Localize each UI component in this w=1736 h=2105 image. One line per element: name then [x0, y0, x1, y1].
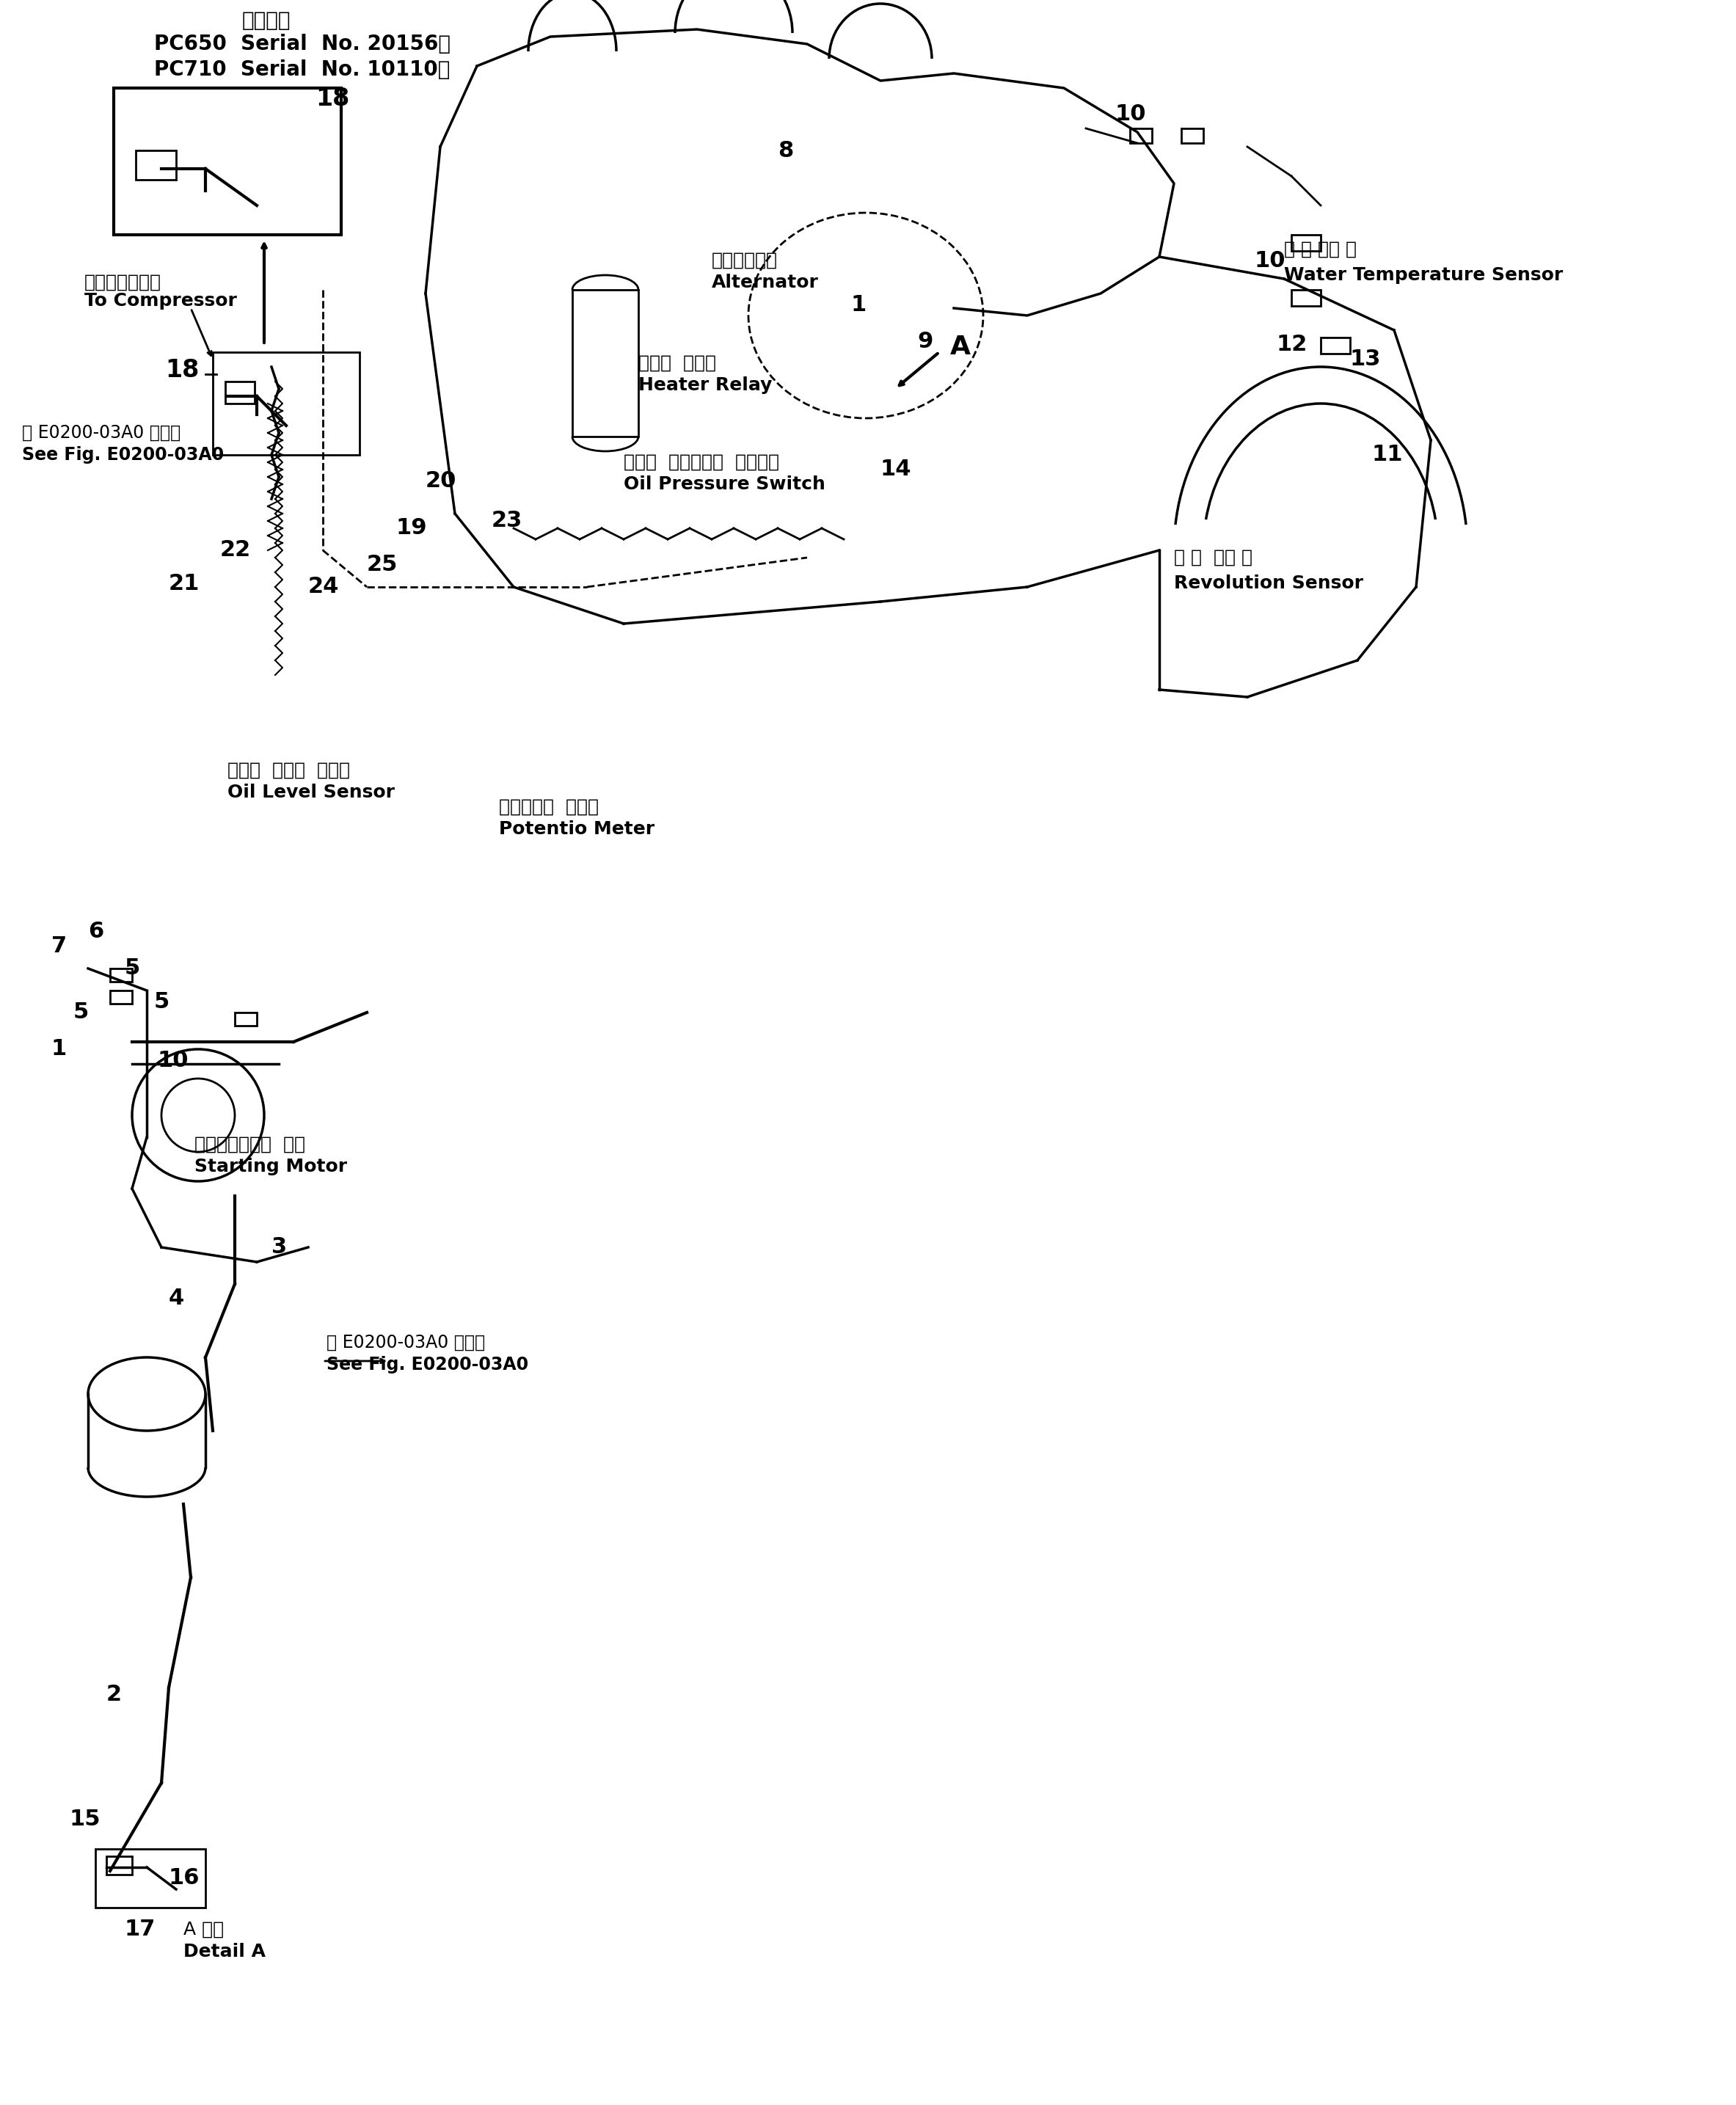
Text: オイル  プレッシャ  スイッチ: オイル プレッシャ スイッチ [623, 453, 779, 472]
Bar [1292, 236, 1321, 250]
Text: 13: 13 [1351, 349, 1382, 370]
Text: ヒータ  リレー: ヒータ リレー [639, 354, 717, 373]
Text: Alternator: Alternator [712, 274, 819, 290]
Text: 5: 5 [125, 958, 141, 979]
Text: A: A [950, 335, 970, 360]
Text: スターティング  モタ: スターティング モタ [194, 1137, 306, 1154]
Text: See Fig. E0200-03A0: See Fig. E0200-03A0 [23, 446, 224, 463]
Text: オルタネータ: オルタネータ [712, 253, 778, 269]
Bar [115, 88, 342, 236]
Text: 7: 7 [52, 937, 68, 958]
Text: 1: 1 [851, 295, 866, 316]
Text: 第 E0200-03A0 図参照: 第 E0200-03A0 図参照 [326, 1335, 484, 1351]
Bar [1321, 337, 1351, 354]
Text: 24: 24 [309, 577, 339, 598]
Text: 18: 18 [165, 358, 200, 383]
Text: 25: 25 [366, 554, 398, 575]
Text: 21: 21 [168, 573, 200, 594]
Text: 11: 11 [1371, 444, 1403, 465]
Text: 適用号機: 適用号機 [241, 11, 292, 32]
Text: 17: 17 [125, 1920, 156, 1941]
Text: 16: 16 [168, 1867, 200, 1888]
Text: 9: 9 [917, 330, 932, 352]
Text: 3: 3 [271, 1236, 286, 1259]
Text: 22: 22 [220, 539, 252, 560]
Bar [226, 381, 255, 404]
Text: 第 E0200-03A0 図参照: 第 E0200-03A0 図参照 [23, 423, 181, 442]
Text: Heater Relay: Heater Relay [639, 377, 773, 394]
Text: 19: 19 [396, 518, 427, 539]
Text: To Compressor: To Compressor [85, 293, 236, 309]
Text: 2: 2 [106, 1684, 122, 1705]
Bar [573, 290, 639, 436]
Text: 15: 15 [69, 1808, 101, 1829]
Bar [135, 149, 175, 179]
Text: 18: 18 [316, 86, 349, 112]
Text: オイル  レベル  センサ: オイル レベル センサ [227, 762, 351, 779]
Text: 水 温 セン サ: 水 温 セン サ [1285, 240, 1356, 259]
Text: ポテンショ  メータ: ポテンショ メータ [498, 798, 599, 817]
Bar [234, 1013, 257, 1025]
Text: 5: 5 [73, 1002, 89, 1023]
Text: コンプレッサへ: コンプレッサへ [85, 274, 161, 290]
Text: 4: 4 [168, 1288, 184, 1309]
Text: 8: 8 [778, 139, 793, 162]
Bar [95, 1848, 205, 1907]
Bar [1130, 128, 1153, 143]
Bar [1180, 128, 1203, 143]
Text: Water Temperature Sensor: Water Temperature Sensor [1285, 267, 1562, 284]
Text: PC650  Serial  No. 20156～: PC650 Serial No. 20156～ [155, 34, 451, 55]
Text: Detail A: Detail A [184, 1943, 266, 1960]
Text: Oil Pressure Switch: Oil Pressure Switch [623, 476, 825, 493]
Bar [1292, 290, 1321, 305]
Bar [214, 352, 359, 455]
Text: 5: 5 [155, 991, 170, 1013]
Text: 12: 12 [1276, 335, 1307, 356]
Text: See Fig. E0200-03A0: See Fig. E0200-03A0 [326, 1356, 528, 1372]
Text: Oil Level Sensor: Oil Level Sensor [227, 783, 394, 802]
Text: 6: 6 [89, 922, 104, 943]
Bar [109, 991, 132, 1004]
Text: 20: 20 [425, 469, 457, 490]
Text: 23: 23 [491, 509, 523, 533]
Bar [106, 1857, 132, 1876]
Text: 10: 10 [1115, 103, 1146, 124]
Text: Revolution Sensor: Revolution Sensor [1174, 575, 1363, 592]
Bar [109, 968, 132, 981]
Text: Starting Motor: Starting Motor [194, 1158, 347, 1175]
Text: 10: 10 [158, 1050, 189, 1071]
Text: 回 転  セン サ: 回 転 セン サ [1174, 549, 1252, 566]
Text: A 詳細: A 詳細 [184, 1922, 224, 1939]
Text: PC710  Serial  No. 10110～: PC710 Serial No. 10110～ [155, 59, 450, 80]
Text: 10: 10 [1255, 250, 1286, 272]
Text: 1: 1 [52, 1038, 68, 1059]
Text: 14: 14 [880, 459, 911, 480]
Text: Potentio Meter: Potentio Meter [498, 821, 654, 838]
